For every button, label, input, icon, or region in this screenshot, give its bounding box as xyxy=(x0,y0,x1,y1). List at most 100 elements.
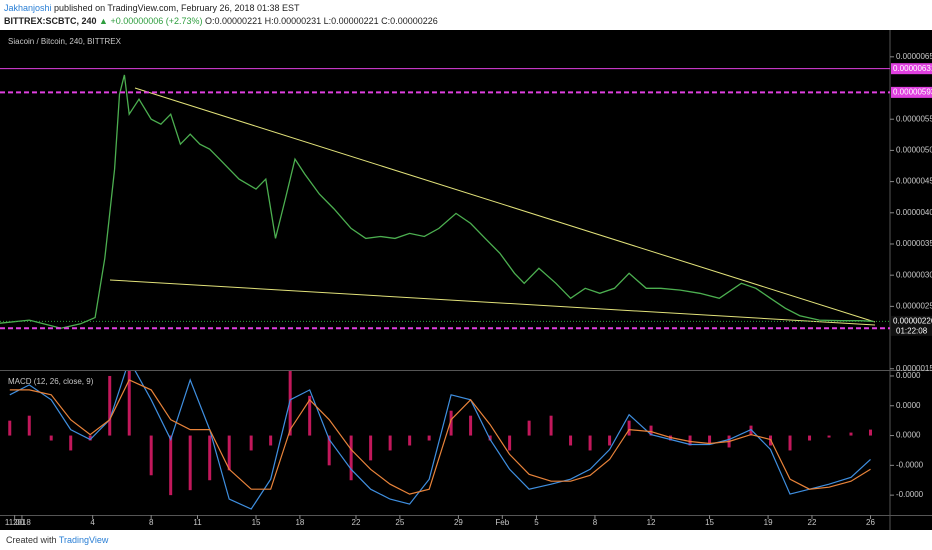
footer-text: Created with xyxy=(6,535,57,545)
histogram-bar xyxy=(627,420,631,436)
histogram-bar xyxy=(349,435,353,481)
histogram-bar xyxy=(808,435,812,441)
macd-line xyxy=(9,371,871,510)
histogram-bar xyxy=(549,415,553,436)
chart-title: Siacoin / Bitcoin, 240, BITTREX xyxy=(8,37,122,46)
publish-line: Jakhanjoshi published on TradingView.com… xyxy=(4,2,932,15)
histogram-bar xyxy=(149,435,153,476)
histogram-bar xyxy=(327,435,331,466)
histogram-bar xyxy=(88,435,92,441)
footer: Created with TradingView xyxy=(0,530,932,550)
trendline-upper xyxy=(134,87,876,323)
y-tick-label: 0.0000 xyxy=(896,431,921,440)
ohlc: O:0.00000221 H:0.00000231 L:0.00000221 C… xyxy=(205,16,438,26)
histogram-bar xyxy=(827,435,831,438)
x-tick-label: 15 xyxy=(705,518,714,527)
histogram-bar xyxy=(49,435,53,441)
histogram-bar xyxy=(868,429,872,436)
x-tick-label: 18 xyxy=(295,518,304,527)
histogram-bar xyxy=(488,435,492,441)
histogram-bar xyxy=(788,435,792,451)
y-tick-label: 0.0000 xyxy=(896,401,921,410)
x-tick-label: 12 xyxy=(647,518,656,527)
histogram-bar xyxy=(69,435,73,451)
last-price-bg xyxy=(891,315,932,336)
author[interactable]: Jakhanjoshi xyxy=(4,3,52,13)
level-label: 0.00000631 xyxy=(893,64,932,73)
histogram-bar xyxy=(449,410,453,436)
chart: Siacoin / Bitcoin, 240, BITTREX MACD (12… xyxy=(0,30,932,530)
histogram-bar xyxy=(688,435,692,446)
histogram-bar xyxy=(588,435,592,451)
histogram-bar xyxy=(369,435,373,461)
change: ▲ +0.00000006 (+2.73%) xyxy=(99,16,203,26)
x-tick-label: 26 xyxy=(866,518,875,527)
trendline-lower xyxy=(109,279,876,326)
x-tick-label: 5 xyxy=(534,518,539,527)
x-tick-label: 2018 xyxy=(13,518,31,527)
histogram-bar xyxy=(269,435,273,446)
x-tick-label: 25 xyxy=(395,518,404,527)
histogram-bar xyxy=(708,435,712,444)
x-tick-label: Feb xyxy=(495,518,509,527)
x-tick-label: 8 xyxy=(593,518,598,527)
y-tick-label: 0.0000 xyxy=(896,371,921,380)
macd-line xyxy=(9,379,871,495)
symbol-line: BITTREX:SCBTC, 240 ▲ +0.00000006 (+2.73%… xyxy=(4,15,932,28)
histogram-bar xyxy=(208,435,212,481)
histogram-bar xyxy=(427,435,431,441)
histogram-bar xyxy=(469,415,473,436)
x-tick-label: 11:00 xyxy=(5,518,25,527)
x-tick-label: 11 xyxy=(193,518,202,527)
x-tick-label: 29 xyxy=(454,518,463,527)
symbol: BITTREX:SCBTC, 240 xyxy=(4,16,97,26)
histogram-bar xyxy=(8,420,12,436)
histogram-bar xyxy=(308,395,312,436)
level-label-bg xyxy=(891,63,932,75)
macd-title: MACD (12, 26, close, 9) xyxy=(8,377,94,386)
histogram-bar xyxy=(227,435,231,471)
macd-pane xyxy=(8,371,872,510)
histogram-bar xyxy=(527,420,531,436)
histogram-bar xyxy=(169,435,173,496)
level-label-bg xyxy=(891,86,932,98)
published: published on TradingView.com, February 2… xyxy=(54,3,300,13)
x-tick-label: 8 xyxy=(149,518,154,527)
brand[interactable]: TradingView xyxy=(58,535,109,545)
histogram-bar xyxy=(569,435,573,446)
last-price-label: 0.00000226 xyxy=(893,316,932,325)
histogram-bar xyxy=(27,415,31,436)
histogram-bar xyxy=(408,435,412,446)
histogram-bar xyxy=(649,425,653,436)
x-tick-label: 22 xyxy=(352,518,361,527)
histogram-bar xyxy=(388,435,392,451)
level-label: 0.00000593 xyxy=(893,87,932,96)
countdown: 01:22:08 xyxy=(896,326,928,335)
histogram-bar xyxy=(749,425,753,436)
x-tick-label: 15 xyxy=(252,518,261,527)
histogram-bar xyxy=(188,435,192,491)
header: Jakhanjoshi published on TradingView.com… xyxy=(0,0,932,30)
x-tick-label: 4 xyxy=(90,518,95,527)
price-line xyxy=(0,74,873,329)
x-tick-label: 19 xyxy=(764,518,773,527)
histogram-bar xyxy=(249,435,253,451)
y-tick-label: 0.00000150 xyxy=(896,364,932,373)
y-tick-label: -0.0000 xyxy=(896,490,924,499)
histogram-bar xyxy=(288,371,292,436)
histogram-bar xyxy=(108,375,112,436)
histogram-bar xyxy=(849,432,853,436)
histogram-bar xyxy=(127,371,131,436)
price-pane xyxy=(0,74,873,329)
histogram-bar xyxy=(608,435,612,446)
x-tick-label: 22 xyxy=(808,518,817,527)
